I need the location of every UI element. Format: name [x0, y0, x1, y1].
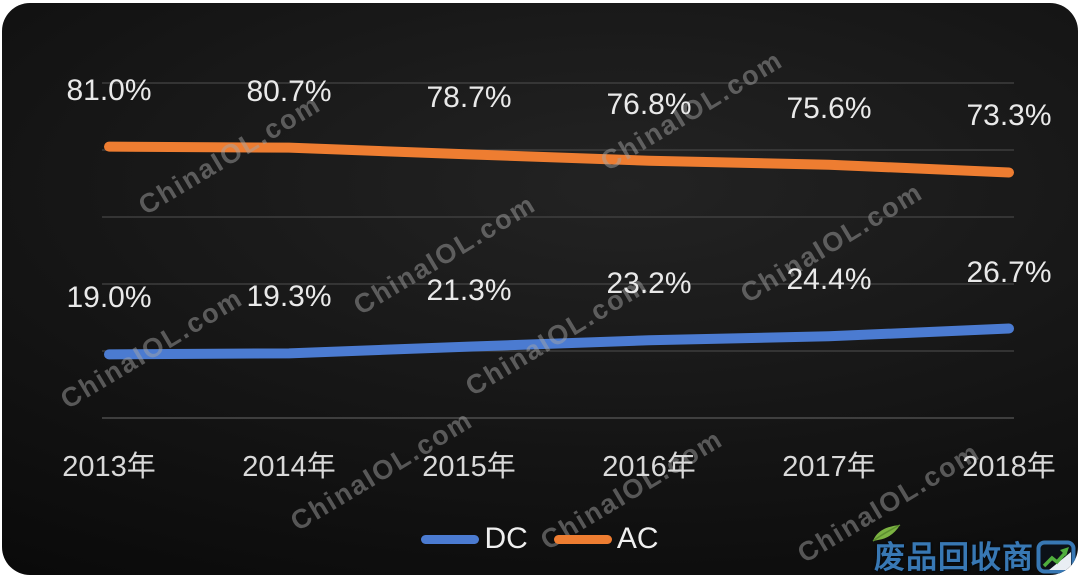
series-line-ac — [104, 141, 1014, 178]
x-axis-label-6: 2018年 — [962, 451, 1056, 483]
data-label-dc-5: 24.4% — [786, 263, 872, 297]
data-label-ac-2: 80.7% — [246, 74, 332, 108]
chart-legend: DC AC — [2, 522, 1078, 556]
chart-card: ChinaIOL.com ChinaIOL.com ChinaIOL.com Chin… — [2, 3, 1078, 575]
legend-item-ac: AC — [553, 522, 659, 556]
data-label-ac-1: 81.0% — [66, 73, 152, 107]
x-axis-label-4: 2016年 — [602, 451, 696, 483]
data-label-dc-1: 19.0% — [66, 281, 152, 315]
leaf-icon — [872, 524, 901, 542]
legend-label-ac: AC — [616, 522, 659, 555]
data-label-dc-2: 19.3% — [246, 280, 332, 314]
line-chart — [102, 82, 1014, 419]
data-label-ac-4: 76.8% — [606, 87, 692, 121]
x-axis-label-5: 2017年 — [782, 451, 876, 483]
x-axis-label-3: 2015年 — [422, 451, 516, 483]
legend-label-dc: DC — [484, 522, 528, 555]
up-trend-arrow-icon — [1036, 540, 1076, 574]
data-label-ac-6: 73.3% — [966, 99, 1052, 133]
data-label-ac-3: 78.7% — [426, 81, 512, 115]
data-label-ac-5: 75.6% — [786, 91, 872, 125]
data-label-dc-6: 26.7% — [966, 255, 1052, 289]
series-line-dc — [104, 323, 1014, 360]
legend-item-dc: DC — [421, 522, 528, 556]
site-logo: 废品回收商 — [872, 524, 1078, 575]
logo-text: 废品回收商 — [874, 540, 1034, 575]
data-label-dc-3: 21.3% — [426, 273, 512, 307]
legend-swatch-ac-icon — [553, 534, 612, 544]
x-axis-label-1: 2013年 — [62, 451, 156, 483]
data-label-dc-4: 23.2% — [606, 267, 692, 301]
legend-swatch-dc-icon — [421, 534, 480, 544]
x-axis-label-2: 2014年 — [242, 451, 336, 483]
